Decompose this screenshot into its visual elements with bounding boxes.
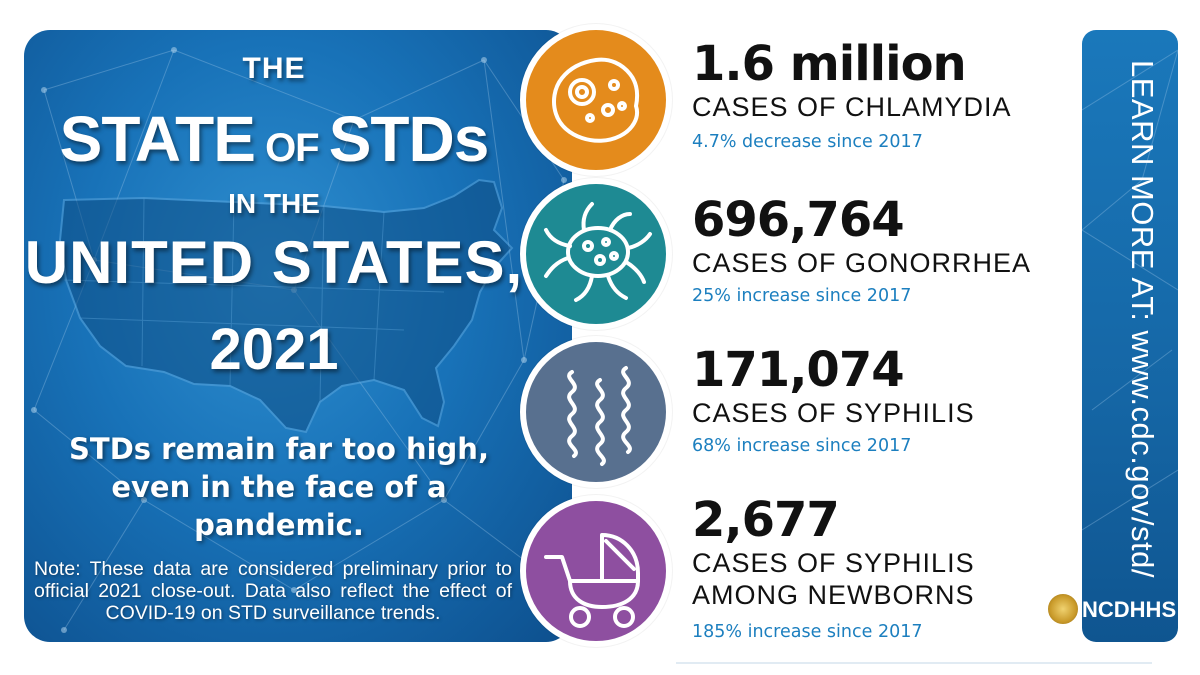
newborn-circle — [520, 495, 672, 647]
chlamydia-cell-icon — [552, 57, 640, 143]
title-the: THE — [242, 52, 306, 85]
note-text: Note: These data are considered prelimin… — [34, 558, 512, 624]
us-map-silhouette — [58, 178, 514, 434]
chlamydia-circle — [520, 24, 672, 176]
gonorrhea-number: 696,764 — [692, 192, 905, 248]
network-background-right — [1082, 49, 1178, 531]
learn-more-strip: LEARN MORE AT: www.cdc.gov/std/ — [1082, 30, 1178, 642]
title-panel: THE STATE OF STDs IN THE UNITED STATES, … — [24, 30, 572, 642]
gonorrhea-circle — [520, 178, 672, 330]
chlamydia-label: CASES OF CHLAMYDIA — [692, 92, 1012, 122]
gonorrhea-bacterium-icon — [544, 202, 652, 302]
syphilis-number: 171,074 — [692, 342, 905, 398]
syphilis-change: 68% increase since 2017 — [692, 436, 912, 456]
chlamydia-number: 1.6 million — [692, 36, 967, 92]
divider — [676, 662, 1152, 664]
syphilis-circle — [520, 336, 672, 488]
syphilis-label: CASES OF SYPHILIS — [692, 398, 975, 428]
ncdhhs-logo-text: NCDHHS — [1082, 597, 1177, 622]
chlamydia-change: 4.7% decrease since 2017 — [692, 132, 923, 152]
syphilis-spirochete-icon — [567, 366, 632, 466]
gonorrhea-change: 25% increase since 2017 — [692, 286, 912, 306]
title-year: 2021 — [209, 317, 339, 382]
title-in-the: IN THE — [228, 188, 320, 219]
tagline: STDs remain far too high, even in the fa… — [69, 432, 489, 542]
newborn-syphilis-label-line1: CASES OF SYPHILIS — [692, 548, 975, 578]
newborn-syphilis-label-line2: AMONG NEWBORNS — [692, 580, 975, 610]
title-united-states: UNITED STATES, — [24, 229, 524, 296]
learn-more-link[interactable]: LEARN MORE AT: www.cdc.gov/std/ — [1125, 60, 1160, 578]
nc-seal-icon — [1046, 592, 1080, 626]
title-state-of-stds: STATE OF STDs — [59, 103, 490, 175]
newborn-syphilis-number: 2,677 — [692, 492, 840, 548]
newborn-syphilis-change: 185% increase since 2017 — [692, 622, 923, 642]
gonorrhea-label: CASES OF GONORRHEA — [692, 248, 1032, 278]
baby-stroller-icon — [544, 533, 640, 628]
